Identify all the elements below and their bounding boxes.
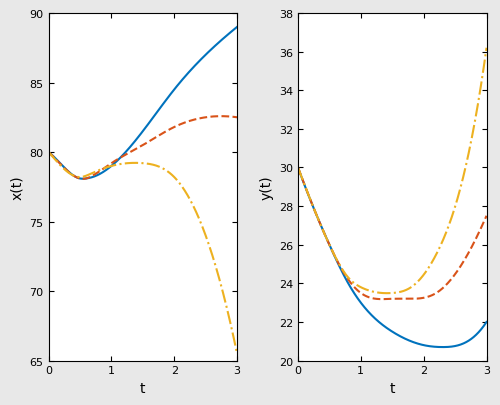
Y-axis label: y(t): y(t) [260, 175, 274, 200]
Y-axis label: x(t): x(t) [10, 175, 24, 200]
X-axis label: t: t [140, 381, 145, 395]
X-axis label: t: t [390, 381, 395, 395]
